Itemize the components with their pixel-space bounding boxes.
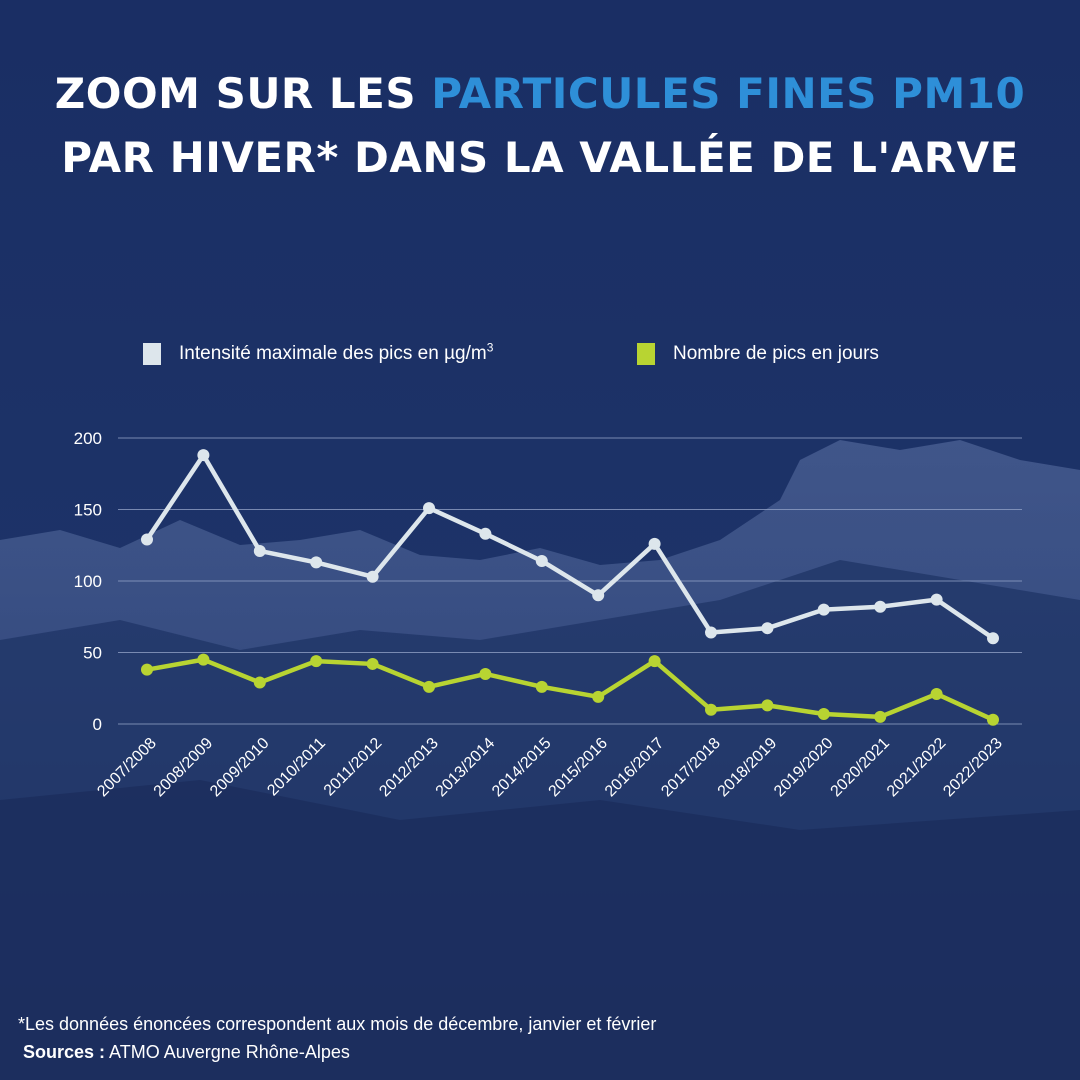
data-point-intensity <box>535 554 548 567</box>
data-point-intensity <box>592 589 605 602</box>
data-point-days <box>874 710 887 723</box>
data-point-days <box>253 676 266 689</box>
title-line-1: ZOOM SUR LES PARTICULES FINES PM10 <box>0 62 1080 126</box>
legend-swatch-intensity <box>143 343 161 365</box>
legend-label-intensity-text: Intensité maximale des pics en µg/m <box>179 343 487 364</box>
data-point-intensity <box>423 502 435 515</box>
data-point-intensity <box>874 600 887 613</box>
legend-label-days: Nombre de pics en jours <box>673 343 879 364</box>
data-point-intensity <box>141 533 153 546</box>
series-line-intensity <box>144 452 996 641</box>
x-tick-label: 2008/2009 <box>151 735 217 801</box>
x-tick-label: 2016/2017 <box>602 735 668 801</box>
title-line-2: PAR HIVER* DANS LA VALLÉE DE L'ARVE <box>61 133 1019 182</box>
sources-value: ATMO Auvergne Rhône-Alpes <box>105 1042 350 1062</box>
data-point-intensity <box>705 626 717 639</box>
x-tick-label: 2020/2021 <box>828 735 894 801</box>
data-point-intensity <box>930 593 943 606</box>
legend-item-intensity: Intensité maximale des pics en µg/m3 <box>143 340 494 365</box>
chart-title: ZOOM SUR LES PARTICULES FINES PM10 PAR H… <box>0 62 1080 190</box>
y-tick-label: 200 <box>74 429 102 448</box>
footnote: *Les données énoncées correspondent aux … <box>18 1010 656 1066</box>
x-tick-label: 2015/2016 <box>546 735 612 801</box>
data-point-days <box>423 680 435 693</box>
data-point-days <box>366 657 379 670</box>
legend-swatch-days <box>637 343 655 365</box>
y-tick-label: 0 <box>93 715 102 734</box>
title-highlight: PARTICULES FINES PM10 <box>431 69 1026 118</box>
data-point-days <box>648 655 661 668</box>
data-point-days <box>987 713 999 726</box>
x-tick-label: 2012/2013 <box>376 735 442 801</box>
x-tick-label: 2010/2011 <box>264 735 329 800</box>
chart-legend: Intensité maximale des pics en µg/m3 Nom… <box>0 340 1080 375</box>
sources-label: Sources : <box>23 1042 106 1062</box>
data-point-intensity <box>197 449 210 462</box>
legend-item-days: Nombre de pics en jours <box>637 343 879 365</box>
x-tick-label: 2013/2014 <box>433 735 499 801</box>
data-point-days <box>310 655 323 668</box>
legend-label-intensity-unit: 3 <box>486 340 494 355</box>
x-tick-label: 2019/2020 <box>771 735 837 801</box>
data-point-intensity <box>987 632 999 645</box>
y-tick-label: 50 <box>83 644 102 663</box>
x-tick-label: 2009/2010 <box>207 735 273 801</box>
data-point-days <box>761 699 774 712</box>
x-tick-label: 2021/2022 <box>884 735 950 801</box>
data-point-days <box>592 690 605 703</box>
data-point-intensity <box>648 537 661 550</box>
data-point-intensity <box>761 622 774 635</box>
data-point-days <box>705 703 717 716</box>
series-line-days <box>144 657 996 722</box>
x-tick-label: 2014/2015 <box>489 735 555 801</box>
y-tick-label: 100 <box>74 572 102 591</box>
title-prefix: ZOOM SUR LES <box>54 69 432 118</box>
data-point-days <box>479 667 492 680</box>
y-tick-label: 150 <box>74 501 102 520</box>
data-point-days <box>930 687 943 700</box>
data-point-intensity <box>366 570 379 583</box>
x-tick-label: 2018/2019 <box>715 735 781 801</box>
data-point-intensity <box>817 603 830 616</box>
footnote-sources: Sources : ATMO Auvergne Rhône-Alpes <box>18 1038 656 1066</box>
x-tick-label: 2017/2018 <box>658 735 724 801</box>
data-point-intensity <box>253 544 266 557</box>
x-tick-label: 2007/2008 <box>94 735 160 801</box>
data-point-days <box>817 707 830 720</box>
legend-label-intensity: Intensité maximale des pics en µg/m3 <box>179 340 494 365</box>
data-point-days <box>141 663 153 676</box>
x-tick-label: 2022/2023 <box>940 735 1006 801</box>
data-point-days <box>535 680 548 693</box>
data-point-days <box>197 653 210 666</box>
data-point-intensity <box>479 527 492 540</box>
footnote-note: *Les données énoncées correspondent aux … <box>18 1014 657 1034</box>
x-tick-label: 2011/2012 <box>321 735 386 800</box>
data-point-intensity <box>310 556 323 569</box>
